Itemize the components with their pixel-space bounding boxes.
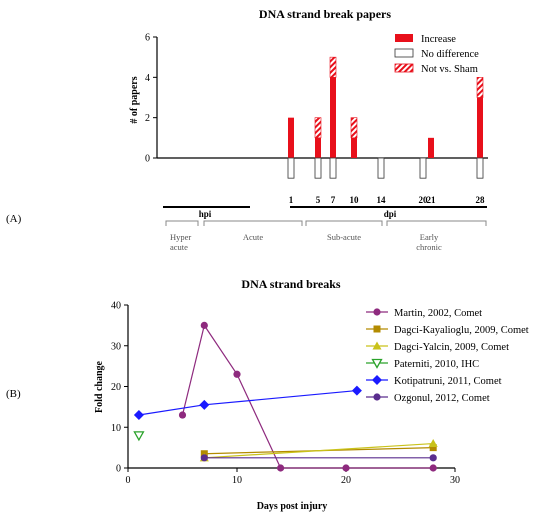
- point-kotipatruni-2011-comet-21: [351, 385, 362, 396]
- legend-label-2: Not vs. Sham: [421, 64, 478, 75]
- point-martin-2002-comet-28: [429, 464, 437, 472]
- legend-label-dagci-yalcin-2009-comet: Dagci-Yalcin, 2009, Comet: [394, 342, 509, 353]
- chart-a-ylabel: # of papers: [129, 76, 140, 123]
- point-paterniti-2010-ihc-1: [133, 431, 145, 442]
- chart-b-legend: Martin, 2002, Comet Dagci-Kayalioglu, 200…: [366, 308, 529, 404]
- bar-increase-day-7: [330, 77, 336, 158]
- legend-marker-dagci-yalcin-2009-comet: [372, 341, 382, 350]
- chart-b-ytick-label: 0: [116, 464, 121, 475]
- series-line-martin-2002-comet: [181, 323, 434, 469]
- chart-b-ylabel: Fold change: [94, 360, 105, 413]
- chart-b-ytick-label: 10: [111, 423, 121, 434]
- chart-a-ytick-label: 4: [145, 73, 150, 84]
- legend-swatch-2: [394, 63, 414, 73]
- legend-label-martin-2002-comet: Martin, 2002, Comet: [394, 308, 482, 319]
- bar-no-difference-day-1: [287, 157, 295, 179]
- chart-a-xtick-label: 10: [350, 195, 360, 205]
- legend-marker-martin-2002-comet: [373, 308, 381, 316]
- bar-no-difference-day-14: [377, 157, 385, 179]
- legend-swatch-1: [394, 48, 414, 58]
- bar-no-difference-day-28: [476, 157, 484, 179]
- chart-b-ytick-label: 20: [111, 382, 121, 393]
- bar-no-difference-day-5: [314, 157, 322, 179]
- chart-b-xtick-label: 30: [450, 475, 460, 486]
- bar-not-vs-sham-day-7: [329, 56, 337, 78]
- chart-b-xtick-label: 10: [232, 475, 242, 486]
- sub-acute-bracket: [305, 220, 383, 226]
- hyper-acute-bracket: [165, 220, 199, 226]
- chart-a-xtick-label: 21: [427, 195, 437, 205]
- legend-marker-paterniti-2010-ihc: [371, 358, 383, 369]
- point-kotipatruni-2011-comet-7: [199, 399, 210, 410]
- legend-label-0: Increase: [421, 34, 456, 45]
- acute-bracket: [203, 220, 303, 226]
- bar-not-vs-sham-day-10: [350, 117, 358, 139]
- chart-b-xlabel: Days post injury: [257, 501, 328, 512]
- bar-increase-day-10: [351, 137, 357, 158]
- chart-a-xtick-label: 1: [289, 195, 294, 205]
- legend-label-dagci-kayalioglu-2009-comet: Dagci-Kayalioglu, 2009, Comet: [394, 325, 529, 336]
- point-ozgonul-2012-comet-7: [200, 454, 208, 462]
- bar-no-difference-day-20: [419, 157, 427, 179]
- point-dagci-yalcin-2009-comet-28: [428, 439, 438, 448]
- panel-b-label: (B): [6, 388, 21, 400]
- bar-increase-day-1: [288, 117, 294, 158]
- hpi-label: hpi: [199, 209, 212, 219]
- legend-label-kotipatruni-2011-comet: Kotipatruni, 2011, Comet: [394, 376, 502, 387]
- chart-a-xtick-label: 7: [331, 195, 336, 205]
- point-martin-2002-comet-10: [233, 370, 241, 378]
- chart-b-ytick-label: 30: [111, 341, 121, 352]
- chart-a-xtick-label: 14: [377, 195, 387, 205]
- chart-a-title: DNA strand break papers: [259, 7, 391, 21]
- chart-b-title: DNA strand breaks: [241, 277, 340, 291]
- chart-a-timeline: hpi dpi Hyper acute Acute Sub-acute Early…: [163, 206, 487, 252]
- point-martin-2002-comet-20: [342, 464, 350, 472]
- point-ozgonul-2012-comet-28: [429, 454, 437, 462]
- legend-label-paterniti-2010-ihc: Paterniti, 2010, IHC: [394, 359, 479, 370]
- chart-b-ytick-label: 40: [111, 301, 121, 312]
- chart-a-legend: Increase No difference Not vs. Sham: [394, 34, 479, 75]
- bar-increase-day-28: [477, 97, 483, 158]
- point-martin-2002-comet-14: [277, 464, 285, 472]
- chart-a-ytick-label: 2: [145, 113, 150, 124]
- chart-b-plot: 0 10 20 30 40 0 10 20 30: [111, 301, 460, 487]
- series-line-kotipatruni-2011-comet: [138, 389, 357, 416]
- point-martin-2002-comet-7: [200, 321, 208, 329]
- legend-swatch-0: [395, 34, 413, 42]
- chart-a-xtick-label: 28: [476, 195, 486, 205]
- phase-hyper-acute: Hyper acute: [170, 232, 191, 252]
- series-line-dagci-yalcin-2009-comet: [204, 442, 434, 459]
- point-martin-2002-comet-5: [178, 411, 187, 419]
- bar-no-difference-day-7: [329, 157, 337, 179]
- bar-not-vs-sham-day-28: [476, 77, 484, 98]
- legend-marker-ozgonul-2012-comet: [373, 393, 381, 401]
- phase-sub-acute: Sub-acute: [327, 232, 361, 242]
- chart-a-xtick-label: 20: [419, 195, 429, 205]
- panel-a-label: (A): [6, 213, 22, 225]
- phase-acute: Acute: [243, 232, 264, 242]
- chart-a-ytick-label: 6: [145, 33, 150, 44]
- dpi-label: dpi: [384, 209, 397, 219]
- legend-label-1: No difference: [421, 49, 479, 60]
- legend-label-ozgonul-2012-comet: Ozgonul, 2012, Comet: [394, 393, 490, 404]
- point-dagci-kayalioglu-2009-comet-28: [429, 444, 437, 452]
- chart-b-xtick-label: 0: [126, 475, 131, 486]
- legend-marker-dagci-kayalioglu-2009-comet: [373, 325, 381, 333]
- bar-increase-day-5: [315, 137, 321, 158]
- legend-marker-kotipatruni-2011-comet: [372, 375, 382, 385]
- chart-b-xtick-label: 20: [341, 475, 351, 486]
- bar-not-vs-sham-day-5: [314, 117, 322, 139]
- bar-increase-day-21: [428, 137, 434, 158]
- chart-a-ytick-label: 0: [145, 154, 150, 165]
- early-chronic-bracket: [386, 220, 487, 226]
- chart-a-plot: 0 2 4 6 1 5 7 10 14 20 21 28: [145, 33, 488, 205]
- point-kotipatruni-2011-comet-1: [133, 410, 144, 421]
- phase-early-chronic: Early chronic: [416, 232, 442, 252]
- chart-a-xtick-label: 5: [316, 195, 321, 205]
